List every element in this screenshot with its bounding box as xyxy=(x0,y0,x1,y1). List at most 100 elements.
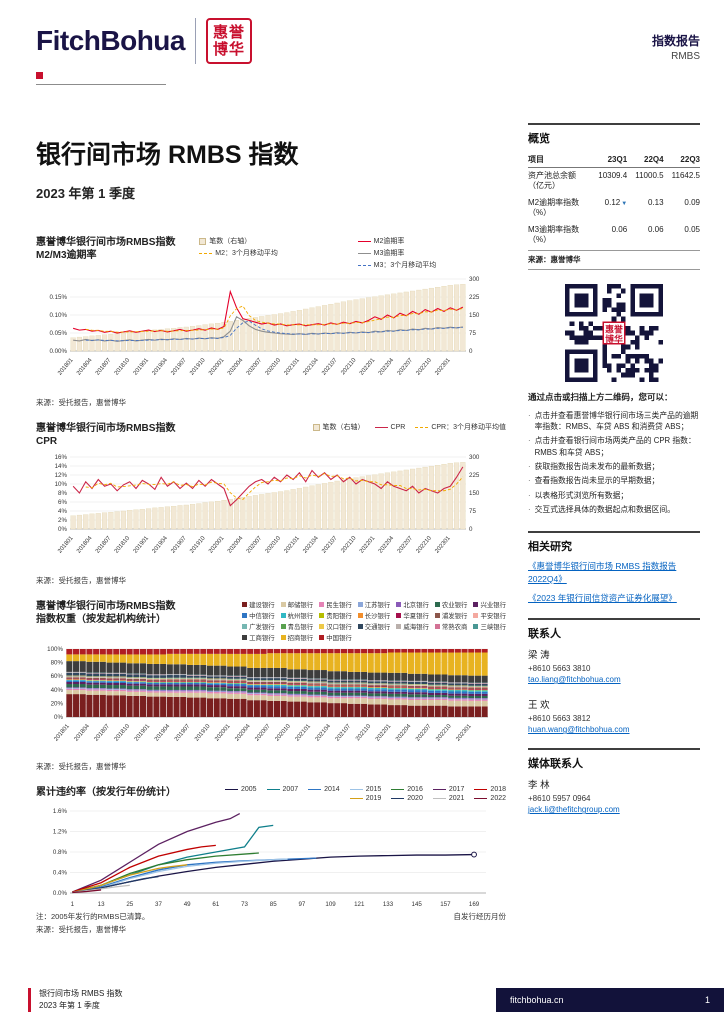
svg-text:0: 0 xyxy=(469,348,473,355)
svg-text:201904: 201904 xyxy=(154,723,172,743)
legend-label: 2018 xyxy=(490,786,506,793)
svg-text:201801: 201801 xyxy=(57,535,75,555)
legend-item: 2020 xyxy=(391,795,423,802)
legend-label: M3：3个月移动平均 xyxy=(373,262,437,269)
media-contacts-section: 媒体联系人 李 林 +8610 5957 0964 jack.li@thefitch… xyxy=(528,748,700,814)
svg-text:202004: 202004 xyxy=(234,723,252,743)
bullet-item: · 获取指数报告尚未发布的最新数据； xyxy=(528,461,700,472)
svg-text:1: 1 xyxy=(71,901,75,908)
legend-item: M3：3个月移动平均 xyxy=(357,260,506,270)
legend-item: 2016 xyxy=(391,786,423,793)
legend-item: CPR xyxy=(374,422,406,432)
legend-swatch xyxy=(434,624,440,629)
chart-vintage-source: 来源：受托报告，惠誉博华 xyxy=(36,925,126,934)
legend-item: M3逾期率 xyxy=(357,248,506,258)
legend-item: 2007 xyxy=(266,786,298,793)
svg-text:100%: 100% xyxy=(47,646,63,653)
legend-swatch xyxy=(280,635,286,640)
qr-code[interactable]: 惠誉博华 xyxy=(565,284,663,383)
svg-text:202207: 202207 xyxy=(397,535,415,555)
legend-item: 华夏银行 xyxy=(396,611,429,620)
legend-item: 青岛银行 xyxy=(280,622,313,631)
footer-line2: 2023 年第 1 季度 xyxy=(39,1001,100,1010)
legend-label: CPR xyxy=(390,423,406,431)
related-research-link[interactable]: 《2023 年银行间信贷资产证券化展望》 xyxy=(528,592,677,603)
chart-m2m3-legend: 笔数（右轴） M2逾期率 M2：3个月移动平均 M3逾期率 M3：3个月移动平均 xyxy=(183,236,506,270)
contact-email-link[interactable]: jack.li@thefitchgroup.com xyxy=(528,805,620,815)
chart-vintage-xlabel: 自发行经历月份 xyxy=(453,912,507,921)
legend-label: M3逾期率 xyxy=(373,250,405,257)
legend-swatch xyxy=(396,624,402,629)
related-research-link[interactable]: 《惠誉博华银行间市场 RMBS 指数报告2022Q4》 xyxy=(528,561,677,584)
footer-site-link[interactable]: fitchbohua.cn xyxy=(510,995,564,1005)
svg-text:202207: 202207 xyxy=(397,357,415,377)
svg-text:202204: 202204 xyxy=(395,723,413,743)
svg-text:202107: 202107 xyxy=(321,357,339,377)
table-header-cell: 23Q1 xyxy=(590,152,628,168)
footer-line1: 银行间市场 RMBS 指数 xyxy=(39,989,123,998)
bullet-text: 交互式选择具体的数据起点和数据区间。 xyxy=(534,504,675,514)
chart-cpr-legend: 笔数（右轴） CPR CPR：3个月移动平均值 xyxy=(183,422,506,432)
header-rule xyxy=(36,72,166,85)
contact-email-link[interactable]: tao.liang@fitchbohua.com xyxy=(528,675,621,685)
svg-text:10%: 10% xyxy=(55,481,68,488)
footer-bar: fitchbohua.cn 1 xyxy=(496,988,724,1012)
legend-item: 平安银行 xyxy=(473,611,506,620)
svg-text:60%: 60% xyxy=(51,673,64,680)
contact-card: 梁 涛 +8610 5663 3810 tao.liang@fitchbohua.c… xyxy=(528,647,700,684)
svg-text:202004: 202004 xyxy=(227,357,245,377)
svg-text:201901: 201901 xyxy=(133,535,151,555)
legend-swatch xyxy=(473,602,479,607)
svg-text:博华: 博华 xyxy=(605,334,623,345)
svg-text:201901: 201901 xyxy=(134,723,152,743)
svg-text:201810: 201810 xyxy=(114,723,132,743)
svg-text:202201: 202201 xyxy=(375,723,393,743)
svg-text:300: 300 xyxy=(469,276,480,283)
svg-text:202101: 202101 xyxy=(283,535,301,555)
legend-swatch xyxy=(199,237,207,245)
qr-bullet-list: · 点击并查看惠誉博华银行间市场三类产品的逾期率指数：RMBS、车贷 ABS 和消… xyxy=(528,410,700,515)
legend-label: 平安银行 xyxy=(480,613,506,620)
svg-text:201910: 201910 xyxy=(194,723,212,743)
bullet-item: · 以表格形式浏览所有数据； xyxy=(528,490,700,501)
legend-item: 兴业银行 xyxy=(473,600,506,609)
legend-item: 2017 xyxy=(432,786,464,793)
legend-label: 2022 xyxy=(490,795,506,802)
chart-vintage-title: 累计违约率（按发行年份统计） xyxy=(36,787,176,798)
svg-text:109: 109 xyxy=(325,901,336,908)
svg-text:201904: 201904 xyxy=(151,535,169,555)
svg-text:0.0%: 0.0% xyxy=(53,890,68,897)
row-value: 11642.5 xyxy=(671,171,700,180)
svg-text:157: 157 xyxy=(440,901,451,908)
legend-swatch xyxy=(396,613,402,618)
svg-text:0.00%: 0.00% xyxy=(49,348,67,355)
legend-item: 长沙银行 xyxy=(357,611,390,620)
svg-text:202104: 202104 xyxy=(315,723,333,743)
legend-label: 常熟农商 xyxy=(441,624,468,631)
bullet-item: · 交互式选择具体的数据起点和数据区间。 xyxy=(528,504,700,515)
legend-label: 笔数（右轴） xyxy=(322,424,365,431)
row-value: 0.13 xyxy=(648,197,664,207)
svg-text:145: 145 xyxy=(412,901,423,908)
fitchbohua-logo: FitchBohua 惠誉 博华 xyxy=(36,18,252,64)
bullet-icon: · xyxy=(528,490,531,500)
row-value: 0.05 xyxy=(684,224,700,234)
red-square-mark xyxy=(36,72,43,79)
bullet-text: 以表格形式浏览所有数据； xyxy=(534,490,629,500)
svg-text:202110: 202110 xyxy=(340,535,358,554)
svg-text:169: 169 xyxy=(469,901,480,908)
contact-email-link[interactable]: huan.wang@fitchbohua.com xyxy=(528,725,630,735)
table-row: 资产池总余额（亿元） 10309.4 11000.5 11642.5 xyxy=(528,168,700,195)
footer-report-info: 银行间市场 RMBS 指数 2023 年第 1 季度 xyxy=(28,988,123,1012)
svg-text:201810: 201810 xyxy=(114,535,132,555)
svg-text:37: 37 xyxy=(155,901,162,908)
huiyu-bohua-seal-icon: 惠誉 博华 xyxy=(206,18,252,64)
legend-label: 中国银行 xyxy=(326,635,352,642)
legend-swatch xyxy=(391,789,405,790)
svg-text:0.4%: 0.4% xyxy=(53,870,68,877)
svg-text:202004: 202004 xyxy=(227,535,245,555)
svg-text:202001: 202001 xyxy=(214,723,232,743)
legend-label: M2：3个月移动平均 xyxy=(215,250,278,257)
legend-swatch xyxy=(308,789,322,790)
